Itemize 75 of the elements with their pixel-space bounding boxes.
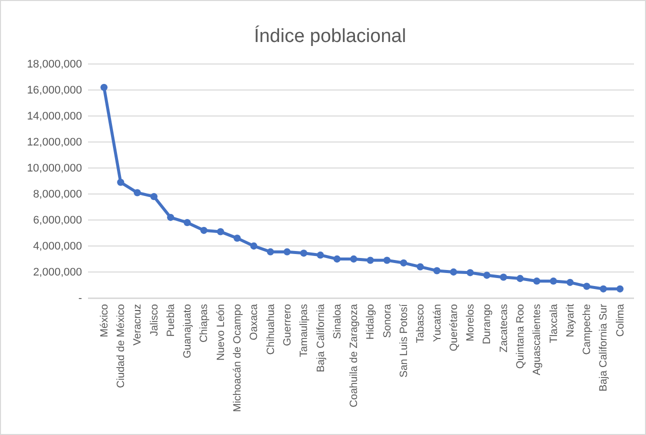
point xyxy=(416,263,424,270)
point xyxy=(266,248,274,256)
x-tick-label: México xyxy=(98,304,110,338)
x-tick-label: Yucatán xyxy=(431,304,444,342)
x-tick-label: Sinaloa xyxy=(331,304,344,340)
point xyxy=(533,278,540,285)
x-tick-label: Querétaro xyxy=(448,304,460,352)
point xyxy=(400,259,408,266)
point xyxy=(216,228,224,236)
x-tick-label: Michoacán de Ocampo xyxy=(232,304,244,412)
x-tick-label: Nuevo León xyxy=(214,304,227,361)
y-tick-label: 12,000,000 xyxy=(26,136,82,149)
y-tick-label: 2,000,000 xyxy=(33,266,82,279)
x-tick-label: Chihuahua xyxy=(264,304,277,355)
x-tick-label: Aguascalientes xyxy=(531,304,544,376)
x-tick-label: Morelos xyxy=(464,304,477,342)
x-tick-label: Veracruz xyxy=(132,304,144,346)
point xyxy=(600,285,607,292)
x-tick-label: Coahuila de Zaragoza xyxy=(348,304,360,408)
x-tick-label: Oaxaca xyxy=(248,304,260,340)
point xyxy=(316,252,324,259)
point xyxy=(184,219,191,226)
point xyxy=(200,226,208,234)
y-tick-label: - xyxy=(78,292,82,305)
point xyxy=(100,84,108,91)
y-tick-label: 14,000,000 xyxy=(26,110,82,123)
point xyxy=(516,274,524,282)
y-tick-label: 6,000,000 xyxy=(33,214,82,227)
x-tick-label: Nayarit xyxy=(564,304,576,338)
point xyxy=(134,189,141,196)
y-tick-label: 10,000,000 xyxy=(26,162,82,175)
x-tick-label: San Luis Potosí xyxy=(398,304,410,378)
y-tick-label: 4,000,000 xyxy=(33,240,82,253)
x-tick-label: Ciudad de México xyxy=(115,304,128,388)
point xyxy=(167,214,174,221)
point xyxy=(366,256,374,264)
y-tick-label: 16,000,000 xyxy=(26,84,82,97)
point xyxy=(284,248,291,256)
point xyxy=(483,272,490,279)
x-tick-label: Chiapas xyxy=(198,304,210,343)
point xyxy=(150,193,158,200)
x-tick-label: Tlaxcala xyxy=(548,304,560,344)
x-tick-label: Campeche xyxy=(581,304,594,355)
x-tick-label: Quintana Roo xyxy=(514,304,526,369)
y-tick-label: 18,000,000 xyxy=(26,58,82,71)
point xyxy=(550,278,557,285)
x-tick-label: Sonora xyxy=(381,304,394,338)
point xyxy=(300,250,308,257)
x-tick-label: Guanajuato xyxy=(182,304,194,358)
x-tick-label: Zacatecas xyxy=(498,304,510,352)
x-tick-label: Colima xyxy=(614,304,626,337)
point xyxy=(234,234,241,242)
x-tick-label: Durango xyxy=(481,304,494,344)
point xyxy=(616,285,624,292)
point xyxy=(500,274,508,281)
point xyxy=(433,267,440,274)
y-tick-label: 8,000,000 xyxy=(33,188,82,201)
x-tick-label: Tamaulipas xyxy=(298,304,310,358)
x-tick-label: Baja California xyxy=(314,304,327,372)
point xyxy=(583,282,590,290)
point xyxy=(350,255,358,263)
chart-title: Índice poblacional xyxy=(254,25,406,47)
x-tick-label: Baja California Sur xyxy=(598,304,610,392)
point xyxy=(450,268,458,276)
x-tick-label: Jalisco xyxy=(148,304,160,336)
x-tick-label: Tabasco xyxy=(414,304,427,344)
point xyxy=(566,278,574,286)
x-tick-label: Hidalgo xyxy=(364,304,377,340)
x-tick-label: Guerrero xyxy=(281,304,294,346)
point xyxy=(117,178,124,186)
x-tick-label: Puebla xyxy=(164,304,177,337)
point xyxy=(333,255,341,263)
point xyxy=(383,256,391,264)
point xyxy=(466,269,474,276)
point xyxy=(250,242,258,250)
